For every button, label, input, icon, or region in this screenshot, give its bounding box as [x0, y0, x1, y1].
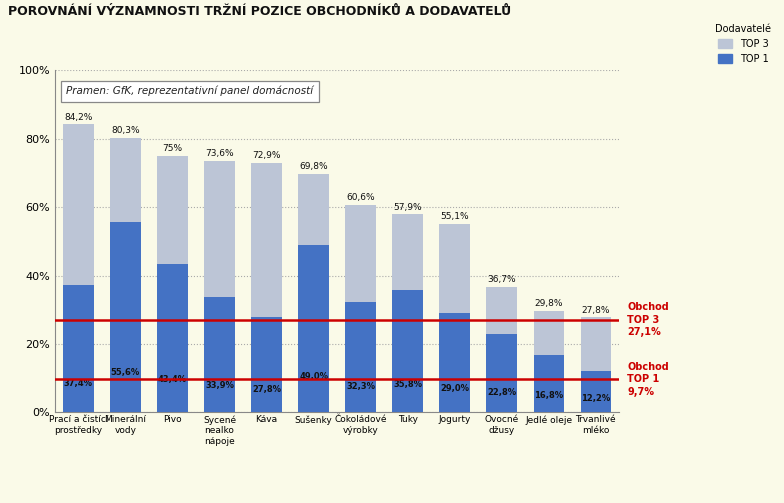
Text: 29,0%: 29,0%	[441, 384, 469, 393]
Text: 12,2%: 12,2%	[581, 394, 611, 403]
Text: 22,8%: 22,8%	[487, 388, 517, 397]
Text: 49,0%: 49,0%	[299, 372, 328, 381]
Text: 57,9%: 57,9%	[394, 203, 422, 212]
Bar	[486, 287, 517, 334]
Text: 36,7%: 36,7%	[488, 275, 516, 284]
Bar	[298, 245, 329, 412]
Text: 29,8%: 29,8%	[535, 299, 563, 308]
Bar	[580, 317, 612, 371]
Bar	[63, 285, 94, 412]
Text: 32,3%: 32,3%	[347, 382, 375, 391]
Text: 72,9%: 72,9%	[252, 151, 281, 160]
Bar	[204, 161, 235, 296]
Bar	[110, 138, 141, 222]
Text: 35,8%: 35,8%	[394, 380, 422, 389]
Text: 80,3%: 80,3%	[111, 126, 140, 135]
Text: POROVNÁNÍ VÝZNAMNOSTI TRŽNÍ POZICE OBCHODNÍKŮ A DODAVATELŮ: POROVNÁNÍ VÝZNAMNOSTI TRŽNÍ POZICE OBCHO…	[8, 5, 511, 18]
Bar	[345, 205, 376, 302]
Text: 27,8%: 27,8%	[252, 385, 281, 394]
Bar	[110, 222, 141, 412]
Text: 60,6%: 60,6%	[347, 194, 375, 202]
Bar	[392, 290, 423, 412]
Text: 73,6%: 73,6%	[205, 149, 234, 158]
Bar	[298, 174, 329, 245]
Text: Obchod
TOP 1
9,7%: Obchod TOP 1 9,7%	[627, 362, 669, 397]
Text: 33,9%: 33,9%	[205, 381, 234, 390]
Bar	[63, 124, 94, 285]
Text: 27,8%: 27,8%	[582, 306, 610, 315]
Bar	[439, 313, 470, 412]
Bar	[533, 355, 564, 412]
Bar	[533, 310, 564, 355]
Text: 55,6%: 55,6%	[111, 368, 140, 377]
Bar	[204, 296, 235, 412]
Bar	[345, 302, 376, 412]
Text: 75%: 75%	[162, 144, 183, 153]
Text: 43,4%: 43,4%	[158, 375, 187, 384]
Text: Pramen: GfK, reprezentativní panel domácností: Pramen: GfK, reprezentativní panel domác…	[66, 86, 314, 97]
Text: 55,1%: 55,1%	[441, 212, 469, 221]
Bar	[439, 224, 470, 313]
Text: 84,2%: 84,2%	[64, 113, 93, 122]
Bar	[486, 334, 517, 412]
Bar	[392, 214, 423, 290]
Text: 69,8%: 69,8%	[299, 162, 328, 171]
Bar	[251, 317, 282, 412]
Bar	[157, 156, 188, 264]
Text: Obchod
TOP 3
27,1%: Obchod TOP 3 27,1%	[627, 302, 669, 337]
Text: 37,4%: 37,4%	[64, 379, 93, 388]
Text: 16,8%: 16,8%	[534, 391, 564, 400]
Bar	[157, 264, 188, 412]
Legend: TOP 3, TOP 1: TOP 3, TOP 1	[711, 20, 775, 67]
Bar	[580, 371, 612, 412]
Bar	[251, 163, 282, 317]
